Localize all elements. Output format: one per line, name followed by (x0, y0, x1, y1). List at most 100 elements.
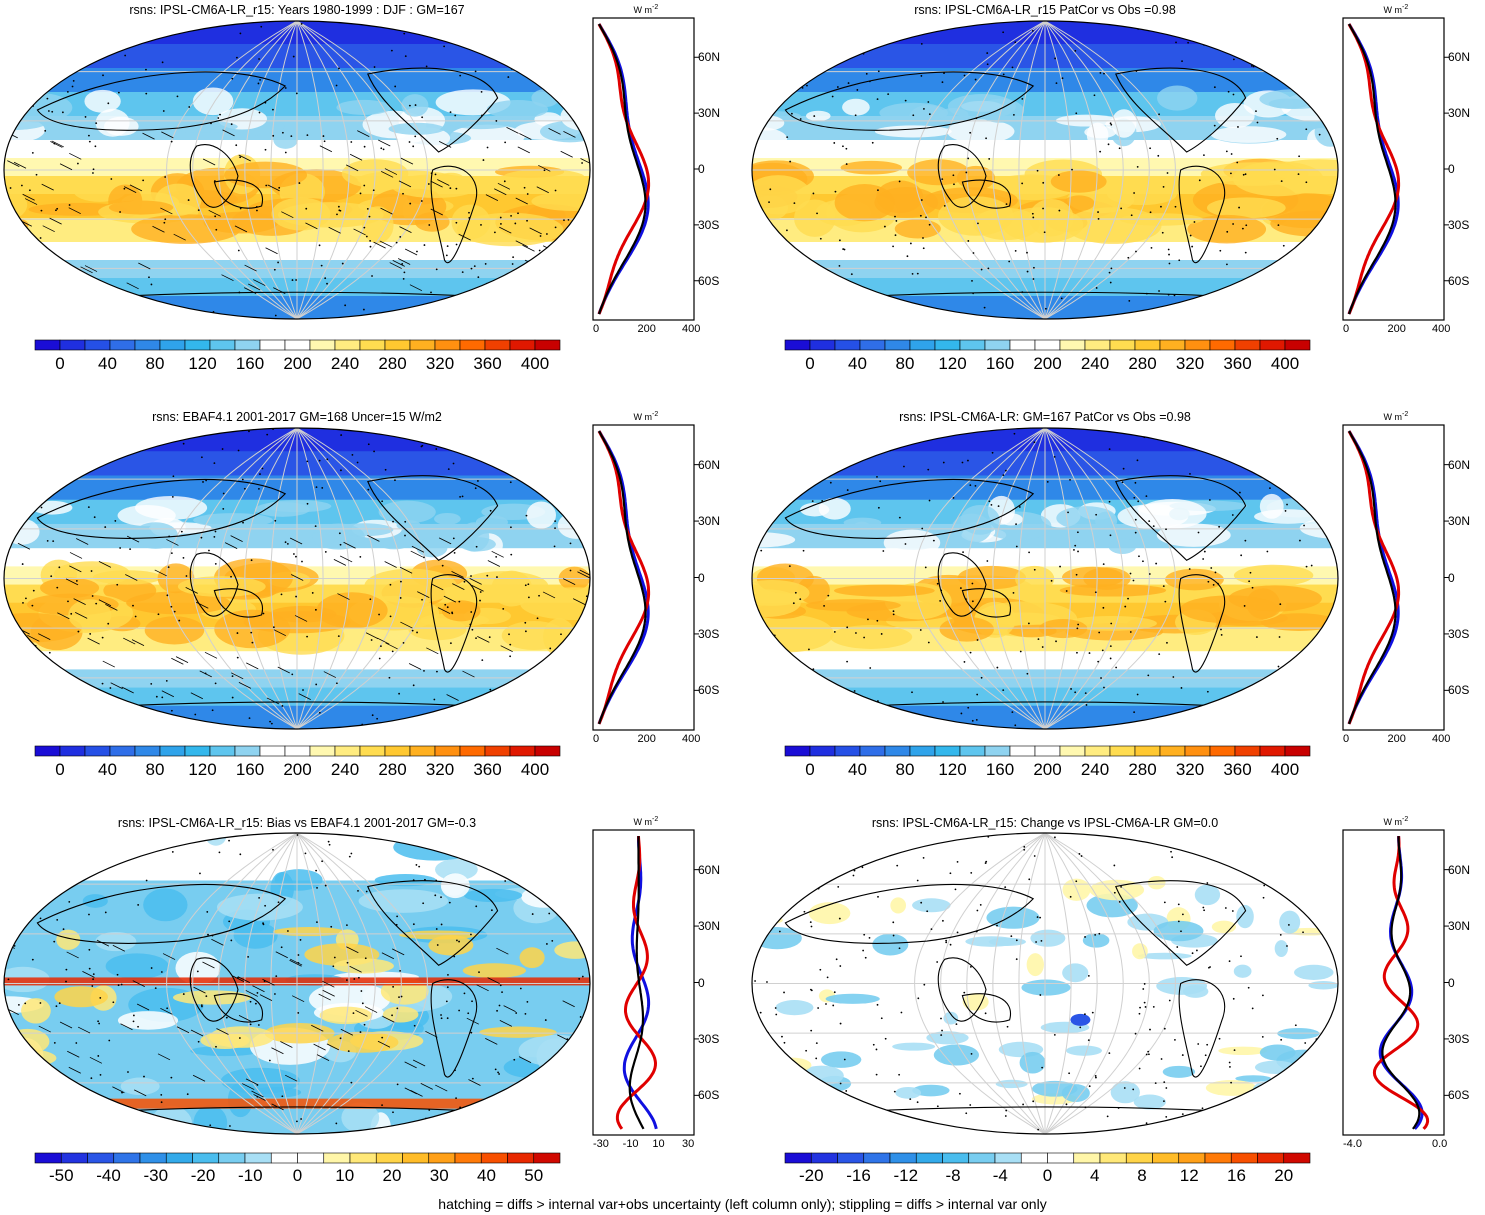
profile-tick-label: 0.0 (1432, 1138, 1448, 1150)
colorbar-box (934, 745, 961, 757)
latitude-label: 30N (698, 514, 721, 529)
colorbar-box (810, 1152, 838, 1164)
latitude-label: 60N (698, 862, 721, 877)
colorbar-box (837, 1152, 865, 1164)
colorbar-label: 280 (378, 354, 407, 373)
colorbar-label: 120 (188, 354, 217, 373)
colorbar-label: -50 (48, 1166, 74, 1185)
latitude-label: 60N (698, 50, 721, 65)
profile-tick-label: -10 (622, 1138, 639, 1150)
colorbar-label: 0 (805, 760, 815, 779)
colorbar-label: 240 (1080, 354, 1110, 373)
colorbar-box (1184, 339, 1211, 351)
colorbar-box (134, 339, 161, 351)
latitude-label: 30N (698, 919, 721, 934)
colorbar-box (834, 745, 861, 757)
colorbar-box (359, 745, 386, 757)
profile-tick-label: 0 (1343, 733, 1350, 745)
colorbar-label: 40 (477, 1166, 496, 1185)
colorbar-box (1234, 745, 1261, 757)
footer-note: hatching = diffs > internal var+obs unce… (438, 1196, 1047, 1212)
profile-tick-label: 200 (1387, 323, 1406, 335)
colorbar-box (1099, 1152, 1127, 1164)
colorbar-box (809, 339, 836, 351)
colorbar-label: 160 (235, 354, 265, 373)
colorbar-label: 400 (520, 760, 550, 779)
colorbar-box (59, 745, 86, 757)
colorbar-box (915, 1152, 943, 1164)
colorbar-box (968, 1152, 996, 1164)
colorbar-label: 80 (145, 354, 165, 373)
colorbar-box (159, 745, 186, 757)
colorbar-box (889, 1152, 917, 1164)
profile-unit: W m-2 (633, 411, 659, 422)
zonal-profile (1342, 17, 1449, 321)
profile-tick-label: 400 (682, 733, 701, 745)
colorbar-box (809, 745, 836, 757)
map-outline (3, 832, 591, 1135)
colorbar-box (1209, 339, 1236, 351)
colorbar-box (994, 1152, 1022, 1164)
colorbar-box (34, 339, 61, 351)
colorbar-box (1109, 339, 1136, 351)
colorbar-box (1073, 1152, 1101, 1164)
colorbar-label: 240 (1080, 760, 1110, 779)
colorbar-label: 80 (895, 760, 915, 779)
colorbar-box (959, 745, 986, 757)
colorbar-label: 360 (1223, 354, 1252, 373)
colorbar-label: 400 (520, 354, 550, 373)
global-map (751, 20, 1339, 320)
colorbar-box (409, 745, 436, 757)
colorbar-box (1159, 745, 1186, 757)
map-outline (751, 20, 1339, 320)
profile-unit: W m-2 (1383, 4, 1409, 15)
colorbar-label: 0 (55, 760, 65, 779)
colorbar-box (309, 745, 336, 757)
colorbar-label: 12 (1179, 1166, 1199, 1185)
colorbar-label: 200 (283, 760, 312, 779)
colorbar-box (909, 745, 936, 757)
colorbar-label: 360 (473, 760, 502, 779)
latitude-label: 60S (1448, 683, 1470, 698)
colorbar-box (534, 339, 561, 351)
colorbar-label: 280 (1128, 760, 1157, 779)
map-outline (3, 20, 591, 320)
profile-tick-label: -30 (593, 1138, 609, 1150)
colorbar-label: -20 (190, 1166, 216, 1185)
colorbar-label: 200 (283, 354, 312, 373)
colorbar-box (784, 745, 811, 757)
profile-tick-label: -4.0 (1343, 1138, 1362, 1150)
profile-tick-label: 0 (593, 733, 600, 745)
colorbar-box (259, 745, 286, 757)
colorbar-label: 200 (1033, 354, 1062, 373)
colorbar-label: -40 (96, 1166, 121, 1185)
latitude-label: 30S (1448, 217, 1470, 232)
colorbar-box (284, 339, 311, 351)
colorbar-label: 200 (1033, 760, 1062, 779)
colorbar-box (1159, 339, 1186, 351)
colorbar-label: 30 (429, 1166, 449, 1185)
colorbar-box (1184, 745, 1211, 757)
colorbar-box (309, 339, 336, 351)
colorbar-box (959, 339, 986, 351)
colorbar-label: 240 (330, 354, 360, 373)
panel-title: rsns: EBAF4.1 2001-2017 GM=168 Uncer=15 … (152, 410, 442, 424)
profile-tick-label: 200 (1387, 733, 1406, 745)
colorbar-box (1134, 745, 1161, 757)
colorbar-label: 160 (985, 760, 1015, 779)
zonal-profile (1342, 829, 1449, 1136)
colorbar-box (434, 339, 461, 351)
profile-unit: W m-2 (1383, 411, 1409, 422)
colorbar-label: 360 (473, 354, 502, 373)
colorbar-box (384, 745, 411, 757)
profile-tick-label: 400 (682, 323, 701, 335)
zonal-profile (592, 424, 699, 731)
colorbar-box (334, 339, 361, 351)
colorbar-label: 40 (98, 760, 117, 779)
colorbar-box (244, 1152, 272, 1164)
colorbar-box (863, 1152, 891, 1164)
colorbar-box (784, 339, 811, 351)
profile-tick-label: 0 (593, 323, 600, 335)
colorbar-label: 0 (292, 1166, 303, 1185)
latitude-label: 30S (698, 217, 720, 232)
